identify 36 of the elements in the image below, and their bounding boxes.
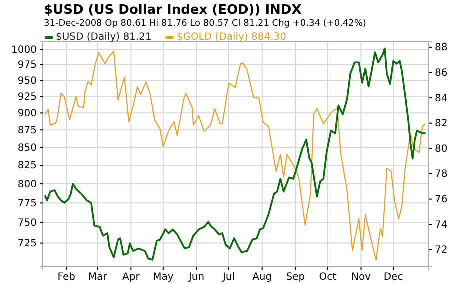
y2-tick-label: 88	[435, 42, 448, 54]
x-tick-label: Oct	[319, 272, 337, 284]
y-tick-label: 825	[18, 160, 37, 172]
y2-tick-label: 74	[435, 220, 448, 231]
x-tick-label: Nov	[351, 272, 372, 284]
x-tick-label: May	[153, 272, 174, 284]
chart-subtitle: 31-Dec-2008 Op 80.61 Hi 81.76 Lo 80.57 Cl 81.21 Chg +0.34 (+0.42%)	[44, 19, 366, 29]
y-tick-label: 775	[18, 198, 37, 210]
y-tick-label: 750	[18, 218, 37, 230]
y-tick-label: 850	[18, 142, 37, 154]
legend-label: $USD (Daily) 81.21	[56, 32, 152, 43]
y-tick-label: 950	[18, 76, 37, 87]
x-tick-label: Apr	[122, 272, 141, 284]
x-tick-label: Mar	[88, 272, 108, 284]
y2-tick-label: 78	[435, 169, 448, 180]
x-tick-label: Dec	[384, 272, 404, 284]
y2-tick-label: 86	[435, 68, 448, 79]
y2-tick-label: 84	[435, 93, 448, 104]
y-tick-label: 875	[18, 125, 37, 136]
x-tick-label: Feb	[58, 272, 76, 284]
x-tick-label: Aug	[252, 272, 272, 284]
y2-tick-label: 80	[435, 144, 448, 155]
legend-label: $GOLD (Daily) 884.30	[176, 32, 287, 43]
x-tick-label: Sep	[286, 272, 306, 284]
y2-tick-label: 82	[435, 118, 448, 130]
y-tick-label: 900	[18, 108, 37, 120]
y-tick-label: 800	[18, 179, 37, 190]
y2-tick-label: 72	[435, 245, 448, 256]
x-tick-label: Jun	[188, 272, 205, 284]
y-tick-label: 925	[18, 92, 37, 103]
x-tick-label: Jul	[222, 272, 236, 284]
y-tick-label: 725	[18, 238, 37, 250]
y-tick-label: 1000	[12, 44, 37, 56]
chart-title: $USD (US Dollar Index (EOD)) INDX	[44, 3, 302, 18]
y2-tick-label: 76	[435, 194, 448, 206]
y-tick-label: 975	[18, 60, 37, 72]
